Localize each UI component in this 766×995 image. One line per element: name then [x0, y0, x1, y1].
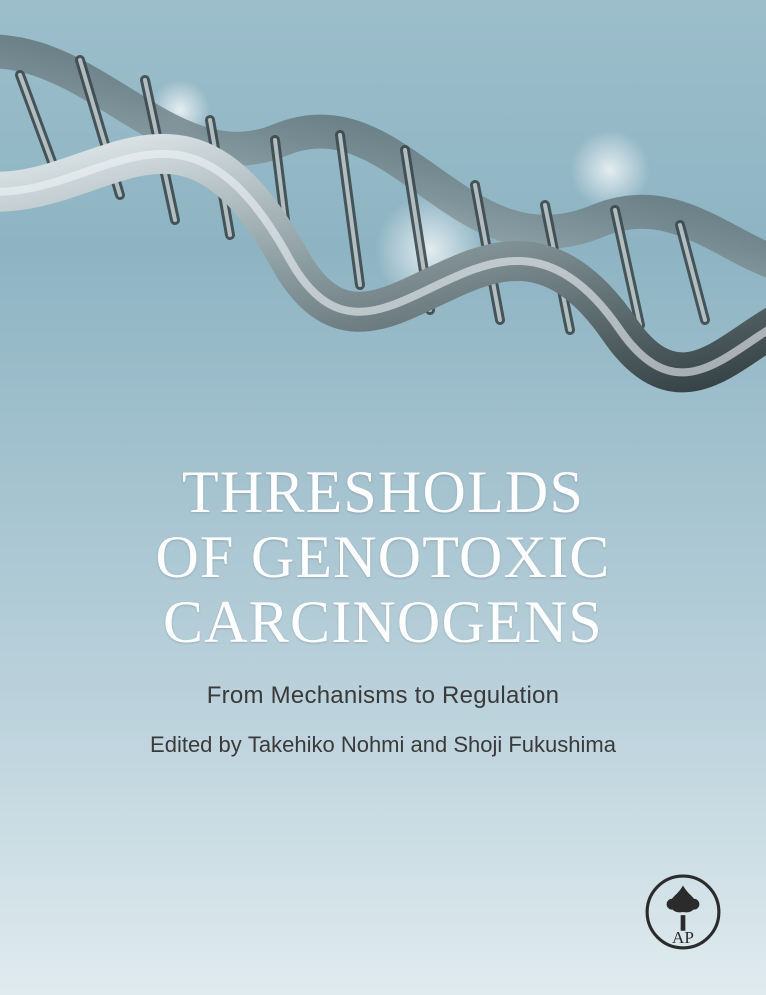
publisher-logo-text: AP: [672, 928, 694, 947]
title-line-2: of Genotoxic: [0, 525, 766, 590]
editors-names: Takehiko Nohmi and Shoji Fukushima: [248, 732, 616, 757]
publisher-logo-svg: AP: [644, 873, 722, 951]
title-block: Thresholds of Genotoxic Carcinogens From…: [0, 460, 766, 758]
dna-helix-illustration: [0, 20, 766, 440]
editors-lead: Edited by: [150, 732, 248, 757]
publisher-logo: AP: [644, 873, 722, 951]
title-line-1: Thresholds: [0, 460, 766, 525]
subtitle: From Mechanisms to Regulation: [0, 682, 766, 710]
book-cover: Thresholds of Genotoxic Carcinogens From…: [0, 0, 766, 995]
title-line-3: Carcinogens: [0, 590, 766, 655]
editors-line: Edited by Takehiko Nohmi and Shoji Fukus…: [0, 732, 766, 758]
dna-helix-svg: [0, 20, 766, 440]
